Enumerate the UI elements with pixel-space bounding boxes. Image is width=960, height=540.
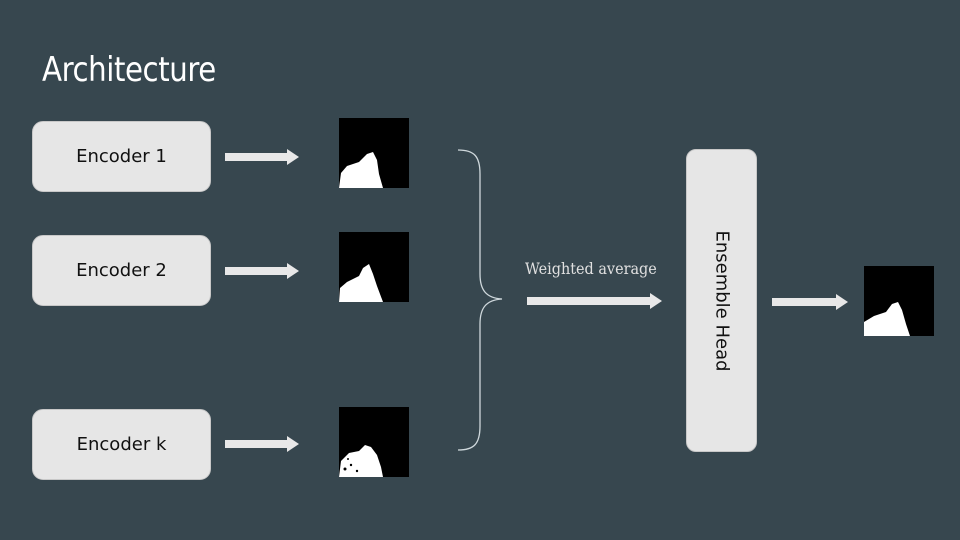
mask-image-2	[339, 232, 409, 302]
encoder-k-box: Encoder k	[32, 409, 211, 480]
ensemble-head-label: Ensemble Head	[711, 229, 732, 372]
encoder-1-label: Encoder 1	[76, 146, 167, 167]
arrow-to-output	[772, 294, 848, 310]
weighted-average-label: Weighted average	[525, 259, 657, 278]
arrow-to-ensemble	[527, 293, 662, 309]
slide-title: Architecture	[42, 50, 216, 90]
mask-image-k	[339, 407, 409, 477]
encoder-k-label: Encoder k	[76, 434, 167, 455]
arrow-encoder-k	[225, 436, 299, 452]
output-mask-image	[864, 266, 934, 336]
encoder-2-label: Encoder 2	[76, 260, 167, 281]
encoder-2-box: Encoder 2	[32, 235, 211, 306]
ensemble-head-box: Ensemble Head	[686, 149, 757, 452]
mask-image-1	[339, 118, 409, 188]
encoder-1-box: Encoder 1	[32, 121, 211, 192]
arrow-encoder-1	[225, 149, 299, 165]
curly-brace-icon	[457, 149, 503, 451]
arrow-encoder-2	[225, 263, 299, 279]
